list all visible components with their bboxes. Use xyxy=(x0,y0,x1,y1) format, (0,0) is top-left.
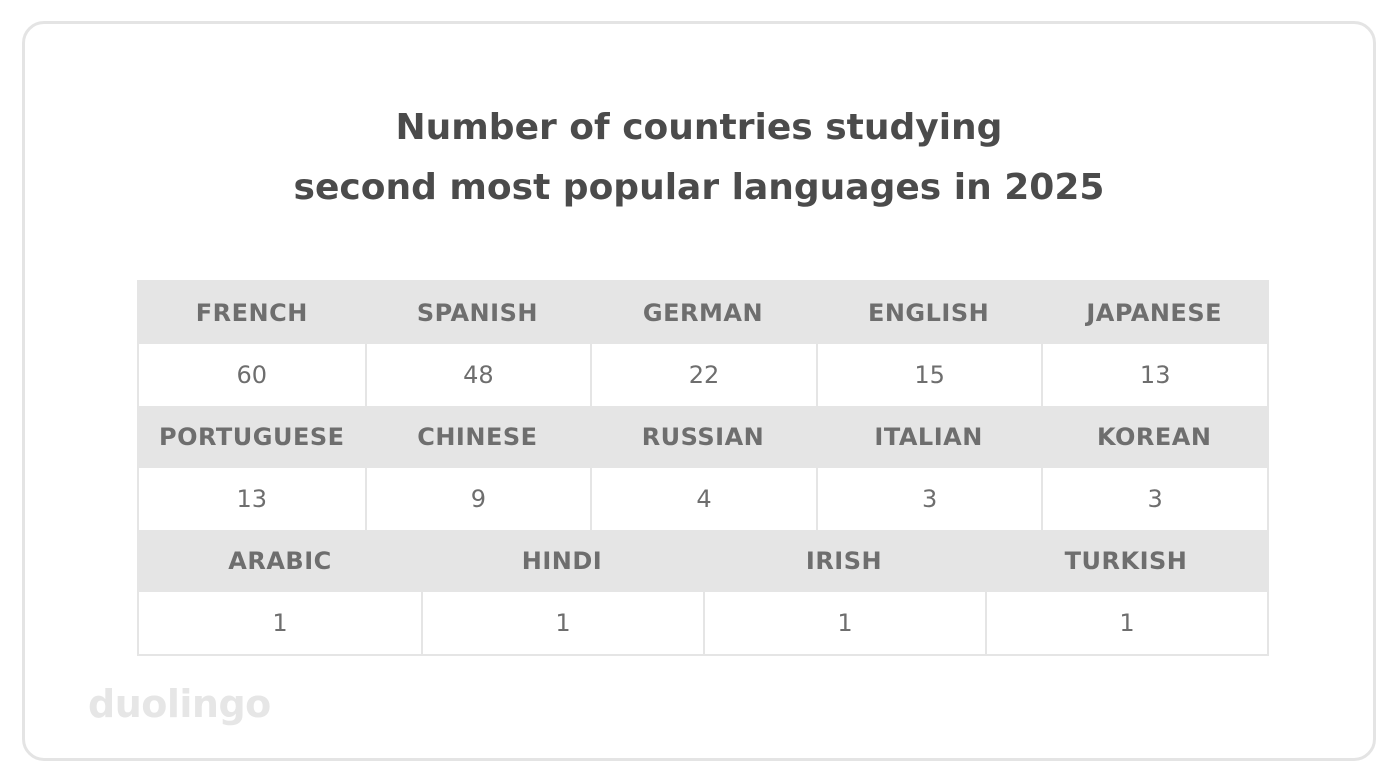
language-label-irish: IRISH xyxy=(703,530,985,592)
value-hindi: 1 xyxy=(421,592,703,654)
language-label-russian: RUSSIAN xyxy=(590,406,816,468)
value-italian: 3 xyxy=(815,468,1042,530)
value-chinese: 9 xyxy=(364,468,591,530)
language-label-english: ENGLISH xyxy=(815,282,1042,344)
value-german: 22 xyxy=(590,344,816,406)
language-label-japanese: JAPANESE xyxy=(1041,282,1267,344)
value-arabic: 1 xyxy=(139,592,421,654)
value-english: 15 xyxy=(815,344,1042,406)
value-turkish: 1 xyxy=(985,592,1267,654)
value-french: 60 xyxy=(139,344,365,406)
value-korean: 3 xyxy=(1041,468,1267,530)
language-label-korean: KOREAN xyxy=(1041,406,1267,468)
duolingo-logo: duolingo xyxy=(88,682,271,726)
table-value-row: 60 48 22 15 13 xyxy=(139,344,1267,406)
chart-card: Number of countries studying second most… xyxy=(22,21,1376,761)
language-label-arabic: ARABIC xyxy=(139,530,421,592)
language-label-spanish: SPANISH xyxy=(364,282,591,344)
language-label-german: GERMAN xyxy=(590,282,816,344)
value-japanese: 13 xyxy=(1041,344,1267,406)
table-header-row: PORTUGUESE CHINESE RUSSIAN ITALIAN KOREA… xyxy=(139,406,1267,468)
language-label-italian: ITALIAN xyxy=(815,406,1042,468)
language-label-french: FRENCH xyxy=(139,282,365,344)
language-label-chinese: CHINESE xyxy=(364,406,591,468)
table-value-row: 1 1 1 1 xyxy=(139,592,1267,654)
language-label-turkish: TURKISH xyxy=(985,530,1267,592)
value-irish: 1 xyxy=(703,592,985,654)
language-label-hindi: HINDI xyxy=(421,530,703,592)
chart-title-line-2: second most popular languages in 2025 xyxy=(293,167,1105,208)
value-spanish: 48 xyxy=(364,344,591,406)
language-label-portuguese: PORTUGUESE xyxy=(139,406,365,468)
table-header-row: ARABIC HINDI IRISH TURKISH xyxy=(139,530,1267,592)
languages-table: FRENCH SPANISH GERMAN ENGLISH JAPANESE 6… xyxy=(137,280,1269,656)
chart-title: Number of countries studying second most… xyxy=(25,98,1373,218)
value-russian: 4 xyxy=(590,468,816,530)
value-portuguese: 13 xyxy=(139,468,365,530)
chart-title-line-1: Number of countries studying xyxy=(395,107,1003,148)
table-value-row: 13 9 4 3 3 xyxy=(139,468,1267,530)
table-header-row: FRENCH SPANISH GERMAN ENGLISH JAPANESE xyxy=(139,282,1267,344)
